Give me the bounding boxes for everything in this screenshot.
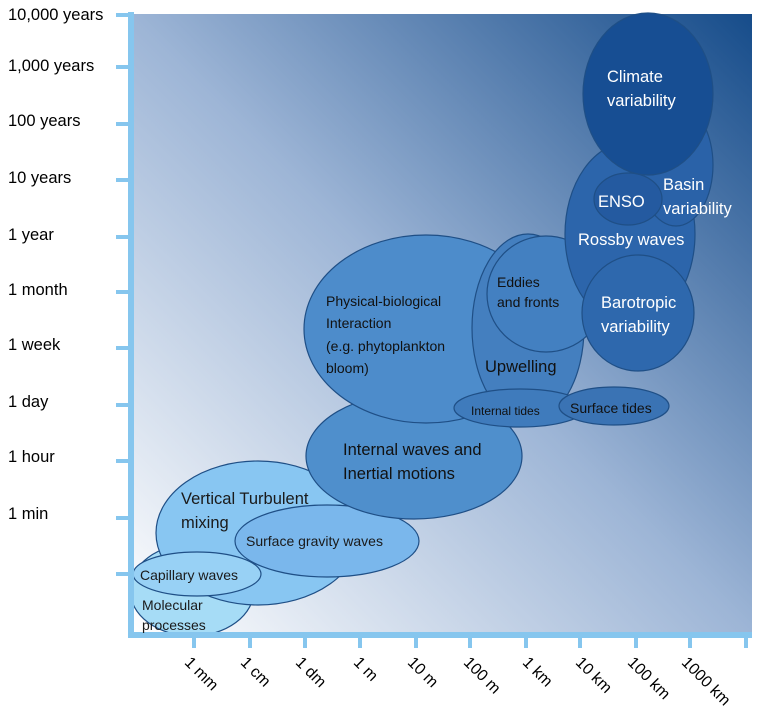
x-axis-line [128,632,752,638]
y-label-1-year: 1 year [8,226,54,244]
label-barotropic-variability: Barotropic variability [601,294,677,336]
ellipse-barotropic-variability [581,254,695,372]
y-label-1-min: 1 min [8,505,49,523]
x-tick-mark [634,636,638,648]
y-label-1-month: 1 month [8,281,68,299]
ellipse-surface-tides [558,386,670,426]
y-tick-mark [116,403,130,407]
label-upwelling: Upwelling [485,358,557,376]
y-label-1-week: 1 week [8,336,61,354]
ellipse-enso [593,172,663,226]
x-tick-mark [248,636,252,648]
y-label-1-hour: 1 hour [8,448,55,466]
label-internal-tides: Internal tides [471,404,540,418]
x-tick-mark [192,636,196,648]
y-tick-mark [116,290,130,294]
y-axis-line [128,12,134,638]
label-molecular-processes: Molecular processes [142,597,206,634]
y-tick-mark [116,516,130,520]
y-tick-mark [116,65,130,69]
x-tick-mark [303,636,307,648]
label-capillary-waves: Capillary waves [140,567,239,583]
process-ellipses [129,12,714,637]
label-vertical-turbulent-mixing: Vertical Turbulent mixing [181,490,309,532]
ellipse-climate-variability [582,12,714,176]
y-label-1000-years: 1,000 years [8,57,95,75]
x-tick-mark [688,636,692,648]
x-tick-mark [414,636,418,648]
x-tick-mark [744,636,748,648]
x-tick-marks [192,636,748,648]
x-tick-mark [468,636,472,648]
label-surface-tides: Surface tides [570,400,652,416]
y-tick-mark [116,178,130,182]
y-tick-mark [116,459,130,463]
label-climate-variability: Climate variability [607,68,676,110]
y-label-1-day: 1 day [8,393,49,411]
x-tick-mark [578,636,582,648]
y-tick-mark [116,572,130,576]
x-tick-mark [524,636,528,648]
label-rossby-waves: Rossby waves [578,231,685,249]
y-tick-mark [116,346,130,350]
y-label-10-years: 10 years [8,169,72,187]
axes [116,12,752,648]
label-surface-gravity-waves: Surface gravity waves [246,533,383,549]
label-eddies-and-fronts: Eddies and fronts [497,274,560,311]
x-tick-mark [358,636,362,648]
y-tick-mark [116,122,130,126]
y-tick-mark [116,13,130,17]
y-tick-mark [116,235,130,239]
label-basin-variability: Basin variability [663,176,732,218]
label-physical-biological: Physical-biological Interaction (e.g. ph… [326,293,446,377]
y-label-10000-years: 10,000 years [8,6,104,24]
label-enso: ENSO [598,193,645,211]
ellipse-surface-gravity-waves [234,504,420,578]
y-label-100-years: 100 years [8,112,81,130]
y-tick-marks [116,13,130,576]
label-internal-waves: Internal waves and Inertial motions [343,441,482,483]
